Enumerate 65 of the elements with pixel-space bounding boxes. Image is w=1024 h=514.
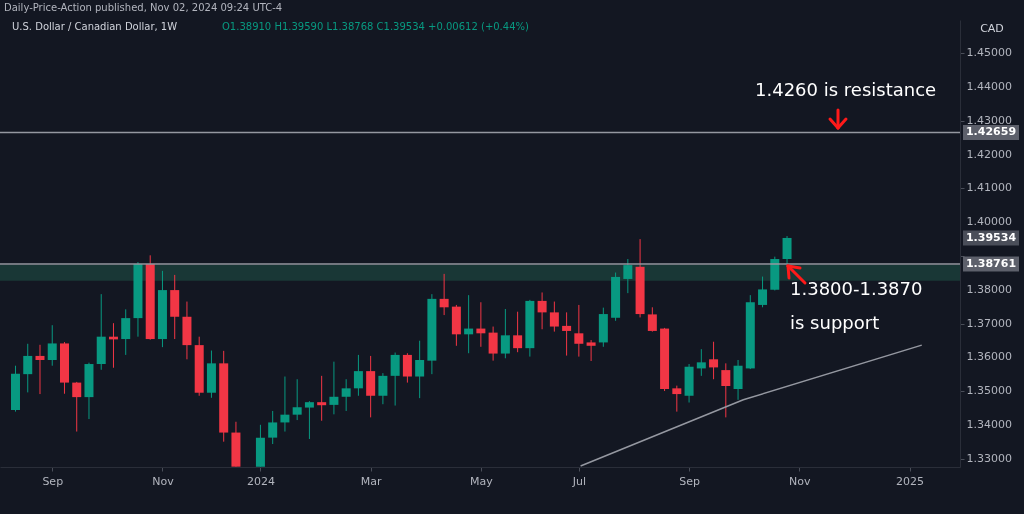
candlestick: [647, 306, 657, 333]
candlestick: [733, 359, 743, 401]
y-tick-label: 1.35000: [966, 384, 1012, 398]
x-tick-label: Nov: [789, 474, 812, 488]
candlestick: [549, 301, 559, 333]
x-tick-label: Nov: [152, 474, 175, 488]
y-tick-label: 1.44000: [966, 80, 1012, 94]
candlestick: [415, 340, 425, 399]
y-tick-label: 1.34000: [966, 417, 1012, 431]
candlestick: [513, 311, 523, 353]
x-tick-label: Sep: [679, 474, 700, 488]
candlestick: [782, 235, 792, 265]
candlestick: [586, 339, 596, 362]
text: 1.39534: [965, 230, 1017, 244]
chart-subtitle: O1.38910 H1.39590 L1.38768 C1.39534 +0.00612 (+0.44%): [222, 21, 530, 32]
candlestick: [35, 344, 45, 395]
text: Daily-Price-Action published, Nov 02, 2024 09:24 UTC-4: [4, 2, 283, 13]
candlestick: [341, 378, 351, 412]
y-axis-title: CAD: [980, 22, 1004, 35]
x-tick-label: Sep: [42, 474, 64, 488]
x-tick-label: Mar: [360, 474, 382, 488]
candlestick: [721, 362, 731, 418]
y-tick-label: 1.36000: [966, 350, 1012, 364]
candlestick: [72, 381, 82, 433]
candlestick: [121, 308, 131, 356]
candlestick: [537, 291, 547, 330]
candlestick: [329, 361, 339, 415]
y-tick-label: 1.42000: [966, 147, 1012, 161]
y-tick-label: 1.38000: [966, 282, 1012, 296]
candlestick: [317, 375, 327, 422]
candlestick: [562, 311, 572, 357]
y-tick-label: 1.37000: [966, 316, 1012, 330]
ref-line-label: 1.42659: [965, 125, 1017, 139]
candlestick: [758, 276, 768, 308]
x-tick-label: 2025: [896, 474, 925, 488]
y-tick-label: 1.33000: [966, 451, 1012, 465]
candlestick: [672, 385, 682, 413]
y-tick-label: 1.40000: [966, 215, 1012, 229]
candlestick: [439, 273, 449, 316]
candlestick: [696, 348, 706, 377]
x-tick-label: May: [470, 474, 494, 488]
x-tick-label: Jul: [571, 474, 586, 488]
candlestick: [402, 352, 412, 384]
candlestick: [390, 352, 400, 407]
candlestick: [623, 258, 633, 294]
y-tick-label: 1.45000: [966, 46, 1012, 60]
candlestick: [280, 376, 290, 433]
y-tick-label: 1.43000: [966, 113, 1012, 127]
candlestick: [47, 324, 57, 367]
candlestick: [292, 378, 302, 421]
x-tick-label: 2024: [246, 474, 275, 488]
candlestick: [268, 410, 278, 445]
chart-title: U.S. Dollar / Canadian Dollar, 1W: [12, 21, 178, 32]
candlestick: [304, 400, 314, 440]
y-tick-label: 1.41000: [966, 181, 1012, 195]
candlestick: [353, 354, 363, 397]
candlestick: [574, 304, 584, 358]
candlestick: [23, 343, 33, 393]
annotation: 1.3800-1.3870 is support: [790, 278, 923, 333]
annotation: 1.4260 is resistance: [755, 79, 937, 100]
candlestick: [378, 372, 388, 405]
ref-line-label: 1.38761: [965, 257, 1017, 271]
candlestick: [500, 308, 510, 359]
candlestick: [709, 341, 719, 380]
candlestick: [488, 326, 498, 362]
